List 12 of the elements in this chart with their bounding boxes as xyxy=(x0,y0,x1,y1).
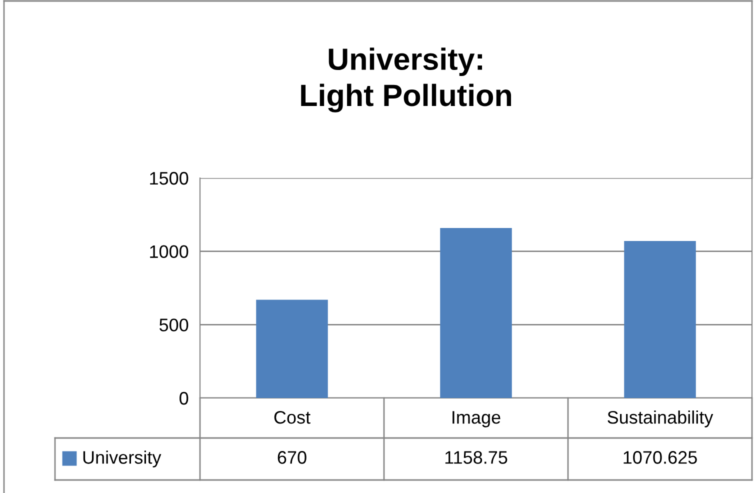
data-label: 670 xyxy=(278,451,306,464)
legend-label: University xyxy=(83,450,162,468)
x-tick-label: Image xyxy=(452,411,500,428)
x-tick-label: Cost xyxy=(274,410,310,424)
data-label: 1070.625 xyxy=(624,451,697,464)
y-tick-label: 0 xyxy=(180,392,188,405)
y-tick-label: 1500 xyxy=(150,172,188,185)
data-label: 1158.75 xyxy=(445,451,508,464)
chart-title: University: Light Pollution xyxy=(301,48,512,112)
x-tick-label: Sustainability xyxy=(608,410,714,428)
y-tick-label: 500 xyxy=(159,318,188,332)
y-tick-label: 1000 xyxy=(150,245,188,258)
